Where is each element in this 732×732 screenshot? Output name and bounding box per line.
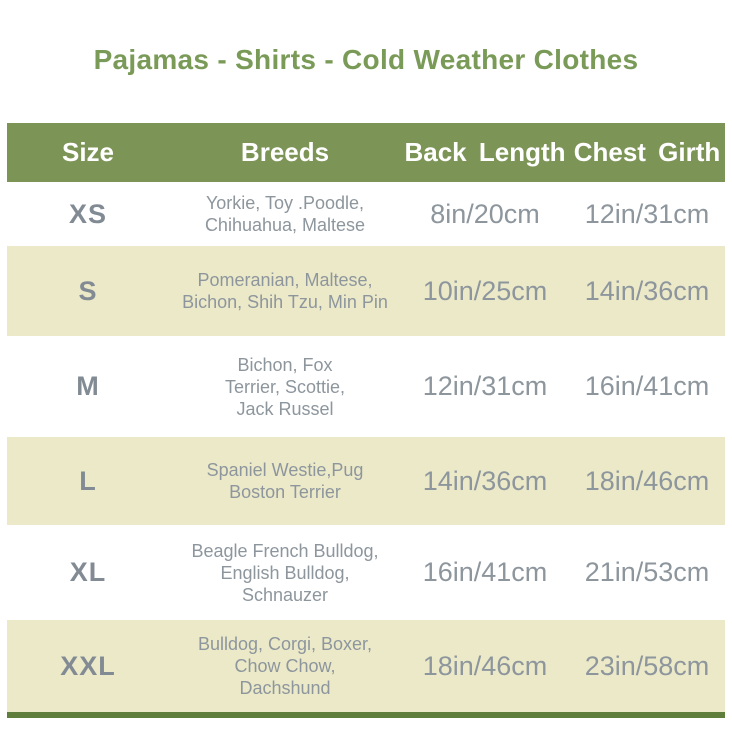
table-row-xl: XL Beagle French Bulldog, English Bulldo…: [7, 525, 725, 620]
table-row-xs: XS Yorkie, Toy .Poodle, Chihuahua, Malte…: [7, 182, 725, 246]
back-length-value: 10in/25cm: [422, 275, 548, 306]
size-label: M: [76, 371, 100, 401]
back-length-value: 8in/20cm: [430, 198, 540, 229]
breed-line: Chihuahua, Maltese: [204, 215, 366, 235]
breed-line: Bulldog, Corgi, Boxer,: [197, 634, 373, 654]
table-row-m: M Bichon, Fox Terrier, Scottie, Jack Rus…: [7, 336, 725, 437]
size-label: XXL: [60, 650, 116, 681]
breed-line: Yorkie, Toy .Poodle,: [205, 193, 365, 213]
table-header-row: Size Breeds Back Length Chest Girth: [7, 123, 725, 182]
back-length-value: 14in/36cm: [422, 465, 548, 496]
breed-line: Terrier, Scottie,: [224, 376, 346, 397]
table-row-l: L Spaniel Westie,Pug Boston Terrier 14in…: [7, 437, 725, 525]
header-cell-breeds: Breeds: [240, 137, 330, 167]
back-length-value: 18in/46cm: [422, 650, 548, 681]
table-row-s: S Pomeranian, Maltese, Bichon, Shih Tzu,…: [7, 246, 725, 336]
header-cell-back-length: Back Length: [404, 137, 566, 167]
header-cell-chest-girth: Chest Girth: [573, 137, 721, 167]
breeds-text: Beagle French Bulldog, English Bulldog, …: [169, 540, 401, 606]
chest-girth-value: 18in/46cm: [584, 465, 710, 496]
table-row-xxl: XXL Bulldog, Corgi, Boxer, Chow Chow, Da…: [7, 620, 725, 712]
breed-line: Chow Chow,: [234, 656, 336, 676]
back-length-value: 16in/41cm: [422, 557, 548, 587]
breed-line: Jack Russel: [236, 398, 334, 419]
breed-line: Bichon, Shih Tzu, Min Pin: [182, 292, 388, 312]
size-label: XS: [68, 198, 108, 229]
chest-girth-value: 14in/36cm: [584, 275, 710, 306]
breed-line: Bichon, Fox: [237, 354, 333, 375]
size-label: S: [78, 275, 98, 306]
chest-girth-value: 21in/53cm: [584, 557, 710, 587]
breeds-text: Spaniel Westie,Pug Boston Terrier: [169, 459, 401, 503]
breeds-text: Bichon, Fox Terrier, Scottie, Jack Russe…: [169, 354, 401, 420]
breed-line: Dachshund: [239, 678, 331, 698]
back-length-value: 12in/31cm: [422, 371, 548, 401]
size-label: XL: [69, 557, 107, 587]
chest-girth-value: 23in/58cm: [584, 650, 710, 681]
breed-line: Boston Terrier: [229, 482, 341, 502]
breeds-text: Yorkie, Toy .Poodle, Chihuahua, Maltese: [169, 192, 401, 236]
breed-line: Beagle French Bulldog,: [191, 540, 379, 561]
breed-line: Pomeranian, Maltese,: [197, 270, 373, 290]
breed-line: English Bulldog,: [220, 562, 350, 583]
chest-girth-value: 16in/41cm: [584, 371, 710, 401]
breeds-text: Bulldog, Corgi, Boxer, Chow Chow, Dachsh…: [169, 633, 401, 699]
page-title: Pajamas - Shirts - Cold Weather Clothes: [93, 44, 639, 75]
table-bottom-border: [7, 712, 725, 718]
size-label: L: [79, 465, 97, 496]
size-chart-table: Size Breeds Back Length Chest Girth XS Y…: [7, 123, 725, 718]
breed-line: Spaniel Westie,Pug: [206, 460, 364, 480]
breed-line: Schnauzer: [241, 584, 329, 605]
breeds-text: Pomeranian, Maltese, Bichon, Shih Tzu, M…: [169, 269, 401, 313]
header-cell-size: Size: [61, 137, 115, 167]
chest-girth-value: 12in/31cm: [584, 198, 710, 229]
